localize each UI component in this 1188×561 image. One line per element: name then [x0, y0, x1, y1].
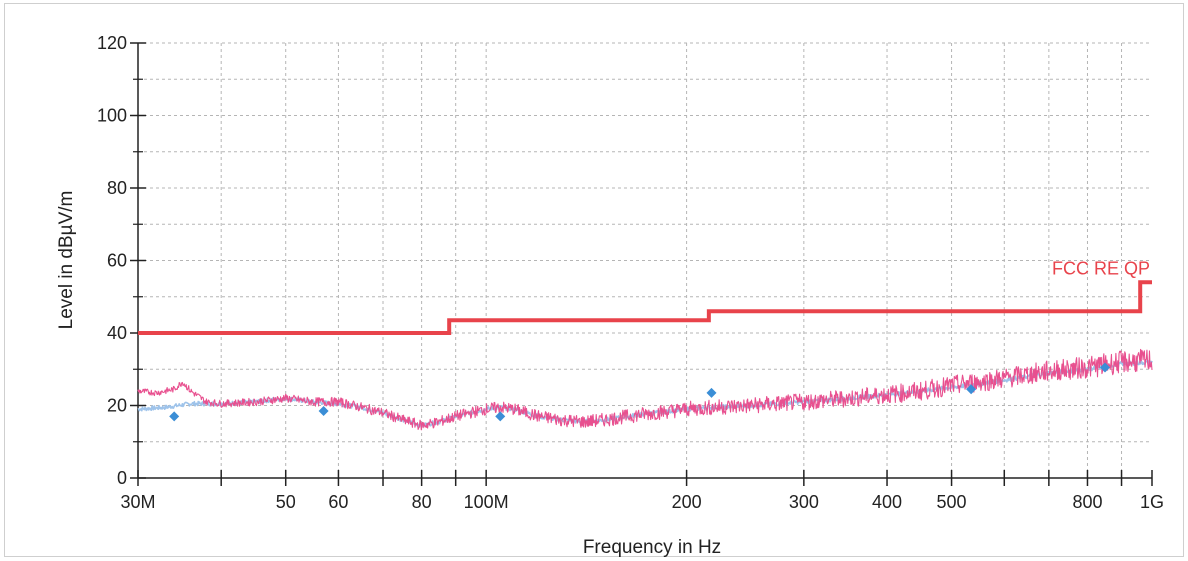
x-tick-label: 800 [1072, 492, 1102, 512]
y-tick-label: 20 [107, 396, 127, 416]
series-layer [137, 348, 1153, 431]
y-tick-label: 120 [97, 33, 127, 53]
qp-marker [318, 405, 329, 416]
x-tick-label: 100M [464, 492, 509, 512]
y-tick-label: 0 [117, 468, 127, 488]
y-tick-label: 80 [107, 178, 127, 198]
y-axis-title: Level in dBµV/m [56, 191, 77, 330]
marker-layer [169, 362, 1111, 422]
measurement-trace-2 [137, 348, 1153, 431]
x-tick-label: 1G [1140, 492, 1164, 512]
qp-marker [706, 387, 717, 398]
limit-line-label: FCC RE QP [1052, 258, 1150, 278]
qp-marker [495, 411, 506, 422]
x-tick-label: 50 [276, 492, 296, 512]
x-tick-label: 400 [872, 492, 902, 512]
axes [130, 42, 1153, 486]
x-tick-label: 60 [328, 492, 348, 512]
limit-layer [138, 280, 1152, 335]
x-tick-label: 30M [120, 492, 155, 512]
qp-marker [1100, 362, 1111, 373]
x-tick-label: 200 [672, 492, 702, 512]
x-tick-label: 500 [937, 492, 967, 512]
x-axis-title: Frequency in Hz [583, 537, 721, 558]
tick-labels: 0 20 40 60 80 100 120 30M 50 60 80 100M 200 300 400 500… [97, 33, 1164, 512]
chart-frame [4, 3, 1184, 557]
y-tick-label: 100 [97, 106, 127, 126]
limit-line [138, 280, 1152, 335]
y-tick-label: 40 [107, 323, 127, 343]
x-tick-label: 80 [412, 492, 432, 512]
grid [138, 42, 1152, 478]
qp-marker [169, 411, 180, 422]
y-tick-label: 60 [107, 251, 127, 271]
qp-marker [966, 384, 977, 395]
x-tick-label: 300 [789, 492, 819, 512]
